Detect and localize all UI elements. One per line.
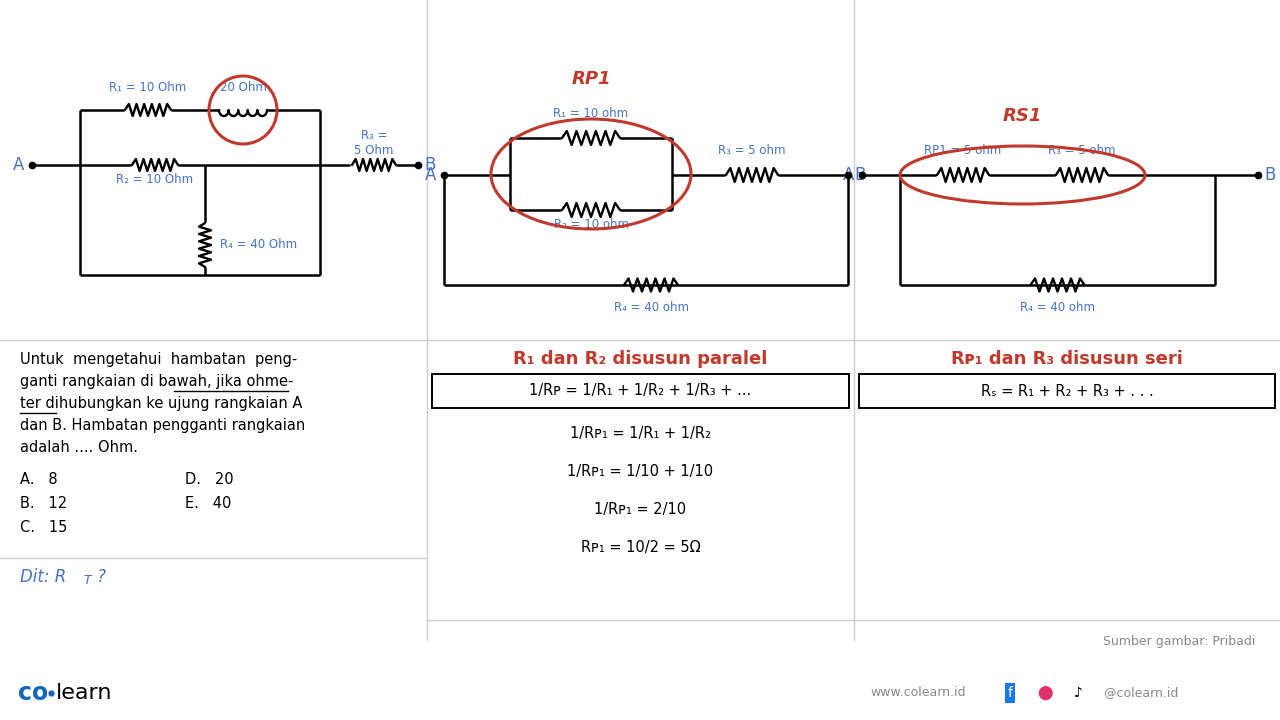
- Text: ganti rangkaian di bawah, jika ohme-: ganti rangkaian di bawah, jika ohme-: [20, 374, 293, 389]
- FancyBboxPatch shape: [433, 374, 849, 408]
- Text: R₃ = 5 ohm: R₃ = 5 ohm: [718, 144, 786, 157]
- Text: RP1 = 5 ohm: RP1 = 5 ohm: [924, 144, 1002, 157]
- Text: ter dihubungkan ke ujung rangkaian A: ter dihubungkan ke ujung rangkaian A: [20, 396, 302, 411]
- Text: B: B: [854, 166, 865, 184]
- Text: R₂ = 10 Ohm: R₂ = 10 Ohm: [116, 173, 193, 186]
- Text: R₄ = 40 Ohm: R₄ = 40 Ohm: [220, 238, 297, 251]
- Text: D.   20: D. 20: [186, 472, 234, 487]
- Text: 1/Rᴘ₁ = 2/10: 1/Rᴘ₁ = 2/10: [594, 502, 686, 517]
- Text: 1/Rᴘ₁ = 1/10 + 1/10: 1/Rᴘ₁ = 1/10 + 1/10: [567, 464, 713, 479]
- Text: B: B: [424, 156, 435, 174]
- Text: Untuk  mengetahui  hambatan  peng-: Untuk mengetahui hambatan peng-: [20, 352, 297, 367]
- Text: RS1: RS1: [1002, 107, 1042, 125]
- Text: Dit: R: Dit: R: [20, 568, 67, 586]
- FancyBboxPatch shape: [859, 374, 1275, 408]
- Text: A: A: [425, 166, 436, 184]
- Text: ?: ?: [92, 568, 106, 586]
- Text: R₂ = 10 ohm: R₂ = 10 ohm: [553, 218, 628, 231]
- Text: @colearn.id: @colearn.id: [1100, 686, 1179, 700]
- Text: Rᴘ₁ = 10/2 = 5Ω: Rᴘ₁ = 10/2 = 5Ω: [581, 540, 700, 555]
- Text: www.colearn.id: www.colearn.id: [870, 686, 965, 700]
- Text: ⬤: ⬤: [1037, 686, 1052, 700]
- Text: Rᴘ₁ dan R₃ disusun seri: Rᴘ₁ dan R₃ disusun seri: [951, 350, 1183, 368]
- Text: ♪: ♪: [1074, 686, 1083, 700]
- Text: f: f: [1007, 686, 1012, 700]
- Text: 1/Rᴘ₁ = 1/R₁ + 1/R₂: 1/Rᴘ₁ = 1/R₁ + 1/R₂: [570, 426, 710, 441]
- Text: Sumber gambar: Pribadi: Sumber gambar: Pribadi: [1102, 635, 1254, 648]
- Text: R₁ dan R₂ disusun paralel: R₁ dan R₂ disusun paralel: [513, 350, 768, 368]
- Text: RP1: RP1: [571, 70, 611, 88]
- Text: dan B. Hambatan pengganti rangkaian: dan B. Hambatan pengganti rangkaian: [20, 418, 305, 433]
- Text: R₄ = 40 ohm: R₄ = 40 ohm: [1020, 301, 1094, 314]
- Text: R₁ = 10 Ohm: R₁ = 10 Ohm: [109, 81, 187, 94]
- Text: 20 Ohm: 20 Ohm: [220, 81, 266, 94]
- Text: adalah .... Ohm.: adalah .... Ohm.: [20, 440, 138, 455]
- Text: T: T: [83, 574, 91, 587]
- Text: A: A: [13, 156, 24, 174]
- Text: R₃ =
5 Ohm: R₃ = 5 Ohm: [355, 129, 394, 157]
- Text: A: A: [842, 166, 854, 184]
- Text: R₄ = 40 ohm: R₄ = 40 ohm: [613, 301, 689, 314]
- Text: E.   40: E. 40: [186, 496, 232, 511]
- Text: 1/Rᴘ = 1/R₁ + 1/R₂ + 1/R₃ + ...: 1/Rᴘ = 1/R₁ + 1/R₂ + 1/R₃ + ...: [530, 384, 751, 398]
- Text: co: co: [18, 681, 49, 705]
- Text: Rₛ = R₁ + R₂ + R₃ + . . .: Rₛ = R₁ + R₂ + R₃ + . . .: [980, 384, 1153, 398]
- Text: B: B: [1265, 166, 1275, 184]
- Text: A.   8: A. 8: [20, 472, 58, 487]
- Text: R₃ = 5 ohm: R₃ = 5 ohm: [1048, 144, 1116, 157]
- Text: C.   15: C. 15: [20, 520, 68, 535]
- Text: R₁ = 10 ohm: R₁ = 10 ohm: [553, 107, 628, 120]
- Text: learn: learn: [56, 683, 113, 703]
- Text: B.   12: B. 12: [20, 496, 67, 511]
